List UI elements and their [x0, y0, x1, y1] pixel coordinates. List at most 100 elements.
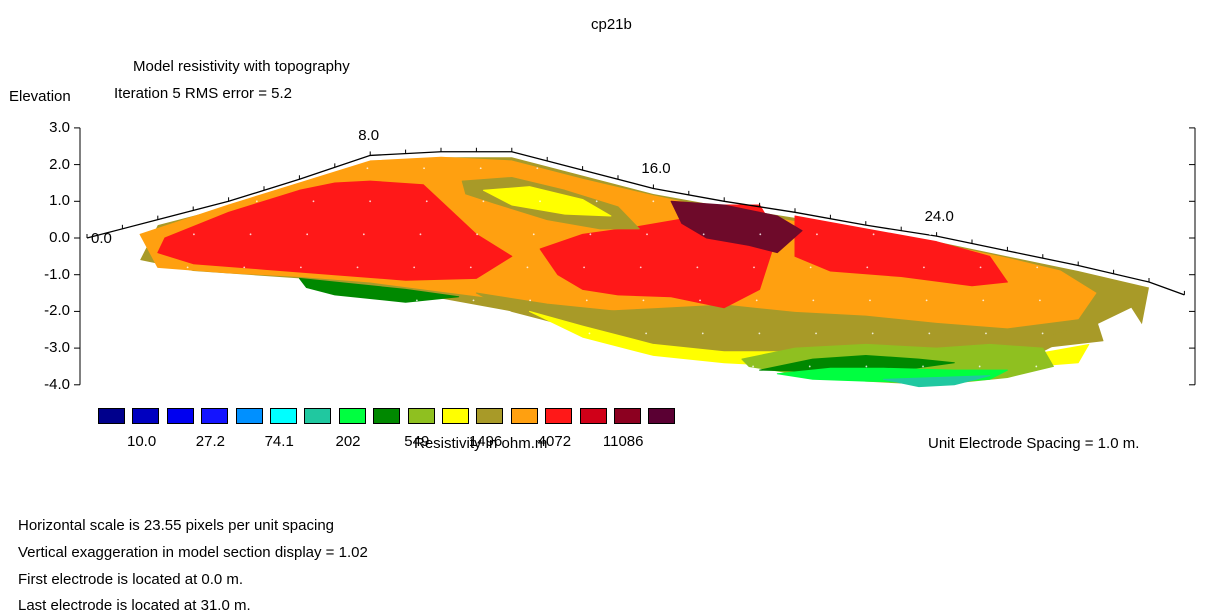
model-block-dot — [526, 266, 529, 269]
model-block-dot — [299, 365, 301, 368]
model-block-dot — [928, 332, 931, 335]
model-block-dot — [808, 365, 811, 368]
model-block-dot — [819, 167, 822, 170]
model-block-dot — [876, 167, 879, 170]
model-block-dot — [413, 266, 416, 269]
model-block-dot — [312, 200, 315, 203]
model-block-dot — [472, 299, 475, 302]
topography-line — [86, 147, 1185, 296]
model-block-dot — [645, 332, 648, 335]
info-line-vertical-exaggeration: Vertical exaggeration in model section d… — [18, 544, 368, 561]
model-block-dot — [536, 167, 539, 170]
model-block-dot — [865, 365, 868, 368]
y-tick-label: -2.0 — [44, 302, 70, 320]
model-block-dot — [923, 266, 925, 269]
model-block-dot — [925, 299, 928, 302]
model-block-dot — [423, 167, 425, 170]
model-block-dot — [582, 365, 585, 368]
model-block-dot — [753, 266, 755, 269]
model-block-dot — [253, 167, 256, 170]
resistivity-zone-11086 — [794, 215, 1008, 287]
model-block-dot — [982, 299, 985, 302]
resistivity-zone-max — [670, 200, 803, 254]
model-block-dot — [532, 233, 535, 236]
info-line-first-electrode: First electrode is located at 0.0 m. — [18, 571, 244, 588]
model-block-dot — [638, 365, 641, 368]
color-scale-swatch — [304, 408, 332, 424]
model-block-dot — [419, 233, 422, 236]
model-block-dot — [932, 167, 935, 170]
color-scale-swatch — [338, 408, 366, 424]
model-block-dot — [246, 299, 248, 302]
color-scale-label: 549 — [404, 433, 430, 450]
model-block-dot — [302, 299, 305, 302]
model-block-dot — [476, 233, 478, 236]
y-tick-label: -3.0 — [44, 339, 70, 357]
model-block-dot — [595, 200, 598, 203]
model-block-dot — [362, 332, 364, 335]
model-block-dot — [699, 299, 701, 302]
model-block-dot — [758, 332, 761, 335]
model-block-dot — [871, 332, 874, 335]
plot-axes — [74, 127, 1196, 386]
model-block-dot — [243, 266, 246, 269]
model-block-dot — [193, 233, 195, 236]
y-tick-label: -4.0 — [44, 375, 70, 393]
model-block-dot — [872, 233, 875, 236]
color-scale-swatch — [132, 408, 160, 424]
color-scale-swatch — [579, 408, 607, 424]
model-block-dot — [649, 167, 652, 170]
model-block-dot — [199, 200, 202, 203]
model-block-dot — [305, 332, 308, 335]
color-scale-unit-label: Resistivity in ohm.m — [414, 435, 548, 452]
x-tick-label: 16.0 — [641, 160, 671, 178]
resistivity-zone-549 — [482, 186, 612, 217]
model-block-dot — [639, 266, 642, 269]
color-scale-swatch — [270, 408, 297, 424]
color-scale-label: 1496 — [468, 433, 503, 450]
x-tick-label: 8.0 — [358, 127, 380, 145]
resistivity-zone-74-1 — [298, 277, 460, 303]
model-block-dot — [701, 332, 704, 335]
model-block-dot — [192, 332, 194, 335]
model-block-dot — [922, 365, 924, 368]
color-scale-swatch — [166, 408, 194, 424]
model-block-dot — [362, 233, 365, 236]
model-block-dot — [425, 200, 428, 203]
resistivity-section-plot — [74, 127, 1196, 388]
resistivity-zones — [139, 156, 1150, 388]
model-block-dot — [695, 365, 698, 368]
model-block-dot — [652, 200, 655, 203]
model-block-dot — [985, 332, 987, 335]
y-axis-label: Elevation — [9, 88, 71, 105]
model-block-dot — [186, 266, 189, 269]
model-block-dot — [809, 266, 812, 269]
model-block-dot — [196, 167, 199, 170]
color-scale-swatch — [545, 408, 573, 424]
model-block-dot — [589, 233, 592, 236]
iteration-text: Iteration 5 RMS error = 5.2 — [114, 85, 292, 102]
model-block-dot — [935, 200, 938, 203]
color-scale-swatch — [373, 408, 401, 424]
section-name: cp21b — [591, 16, 632, 33]
model-block-dot — [583, 266, 585, 269]
model-block-dot — [702, 233, 705, 236]
resistivity-zone-11086 — [157, 180, 513, 281]
model-block-dot — [369, 200, 372, 203]
model-block-dot — [249, 233, 252, 236]
model-block-dot — [1042, 233, 1045, 236]
model-block-dot — [985, 233, 988, 236]
model-block-dot — [355, 365, 358, 368]
model-block-dot — [309, 167, 312, 170]
color-scale-label: 10.0 — [126, 433, 157, 450]
model-block-dot — [822, 200, 825, 203]
model-block-dot — [989, 167, 992, 170]
model-block-dot — [242, 365, 245, 368]
model-block-dots — [185, 167, 1051, 368]
model-block-dot — [299, 266, 302, 269]
model-block-dot — [585, 299, 588, 302]
model-block-dot — [755, 299, 758, 302]
model-block-dot — [415, 299, 418, 302]
y-tick-label: 3.0 — [49, 118, 70, 136]
model-block-dot — [469, 365, 471, 368]
